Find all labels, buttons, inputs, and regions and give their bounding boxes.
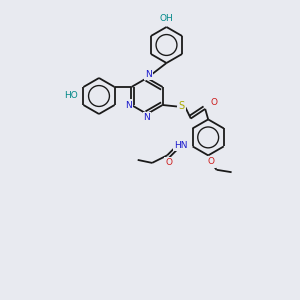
Text: N: N [145, 70, 152, 79]
Text: O: O [210, 98, 217, 107]
Text: HN: HN [175, 141, 188, 150]
Text: S: S [179, 101, 185, 111]
Text: O: O [165, 158, 172, 167]
Text: OH: OH [160, 14, 173, 23]
Text: N: N [144, 113, 150, 122]
Text: N: N [125, 100, 132, 109]
Text: O: O [208, 158, 215, 166]
Text: HO: HO [64, 92, 78, 100]
